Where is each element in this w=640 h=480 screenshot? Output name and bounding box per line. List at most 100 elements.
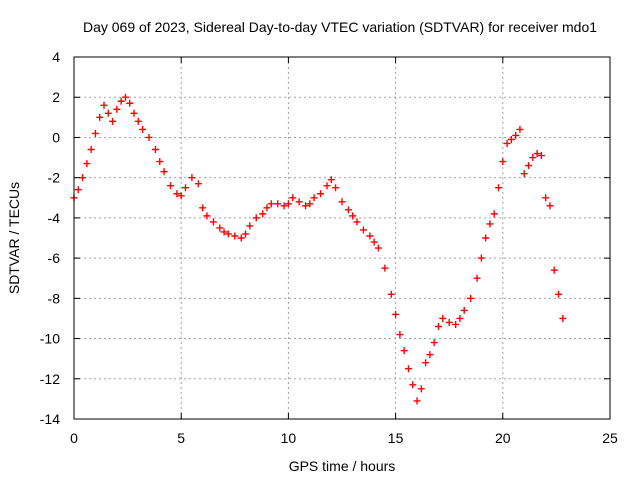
data-point [177, 192, 185, 200]
data-point [525, 162, 533, 170]
data-point [430, 339, 438, 347]
data-point [482, 234, 490, 242]
data-point [374, 244, 382, 252]
data-point [495, 184, 503, 192]
x-tick-label: 0 [70, 430, 78, 446]
data-series [70, 93, 567, 405]
data-point [280, 202, 288, 210]
y-tick-label: -8 [48, 290, 61, 306]
data-point [199, 204, 207, 212]
data-point [117, 97, 125, 105]
data-point [387, 290, 395, 298]
data-point [486, 220, 494, 228]
data-point [156, 158, 164, 166]
data-point [242, 230, 250, 238]
x-tick-labels: 0 5 10 15 20 25 [70, 430, 618, 446]
data-point [109, 117, 117, 125]
data-point [295, 198, 303, 206]
data-point [252, 214, 260, 222]
data-point [413, 397, 421, 405]
x-tick-label: 5 [177, 430, 185, 446]
data-point [284, 200, 292, 208]
data-point [473, 274, 481, 282]
plot-frame [73, 56, 611, 420]
data-point [121, 93, 129, 101]
data-point [224, 230, 232, 238]
data-point [550, 266, 558, 274]
y-tick-label: -6 [48, 250, 61, 266]
data-point [404, 365, 412, 373]
y-tick-label: -4 [48, 210, 61, 226]
data-point [477, 254, 485, 262]
data-point [507, 135, 515, 143]
x-tick-label: 25 [602, 430, 618, 446]
data-point [338, 198, 346, 206]
data-point [434, 322, 442, 330]
data-point [87, 146, 95, 154]
chart-title: Day 069 of 2023, Sidereal Day-to-day VTE… [83, 19, 597, 35]
data-point [460, 306, 468, 314]
data-point [332, 184, 340, 192]
data-point [166, 182, 174, 190]
data-point [237, 234, 245, 242]
axis-ticks [73, 56, 611, 420]
data-point [400, 347, 408, 355]
data-point [160, 168, 168, 176]
data-point [263, 204, 271, 212]
data-point [533, 150, 541, 158]
data-point [79, 174, 87, 182]
data-point [370, 238, 378, 246]
data-point [516, 125, 524, 133]
data-point [145, 133, 153, 141]
data-point [289, 194, 297, 202]
data-point [452, 320, 460, 328]
data-point [74, 186, 82, 194]
data-point [529, 154, 537, 162]
data-point [392, 310, 400, 318]
data-point [231, 232, 239, 240]
y-tick-label: -2 [48, 170, 61, 186]
data-point [490, 210, 498, 218]
data-point [417, 385, 425, 393]
data-point [409, 381, 417, 389]
data-point [503, 139, 511, 147]
data-point [323, 182, 331, 190]
data-point [344, 206, 352, 214]
x-tick-label: 20 [495, 430, 511, 446]
data-point [104, 109, 112, 117]
y-tick-label: 0 [52, 129, 60, 145]
data-point [302, 202, 310, 210]
data-point [317, 190, 325, 198]
data-point [445, 318, 453, 326]
grid [74, 57, 610, 419]
data-point [559, 314, 567, 322]
x-tick-label: 15 [388, 430, 404, 446]
data-point [359, 226, 367, 234]
data-point [306, 200, 314, 208]
data-point [456, 314, 464, 322]
data-point [422, 359, 430, 367]
data-point [246, 222, 254, 230]
data-point [520, 170, 528, 178]
data-point [151, 146, 159, 154]
y-axis-label: SDTVAR / TECUs [6, 182, 22, 294]
data-point [220, 228, 228, 236]
y-tick-label: -10 [40, 331, 60, 347]
data-point [439, 314, 447, 322]
data-point [259, 210, 267, 218]
data-point [194, 180, 202, 188]
data-point [181, 184, 189, 192]
data-point [134, 117, 142, 125]
data-point [381, 264, 389, 272]
data-point [396, 331, 404, 339]
data-point [366, 232, 374, 240]
data-point [555, 290, 563, 298]
data-point [537, 152, 545, 160]
data-point [83, 160, 91, 168]
data-point [353, 218, 361, 226]
data-point [327, 176, 335, 184]
data-point [188, 174, 196, 182]
data-point [126, 99, 134, 107]
data-point [96, 113, 104, 121]
